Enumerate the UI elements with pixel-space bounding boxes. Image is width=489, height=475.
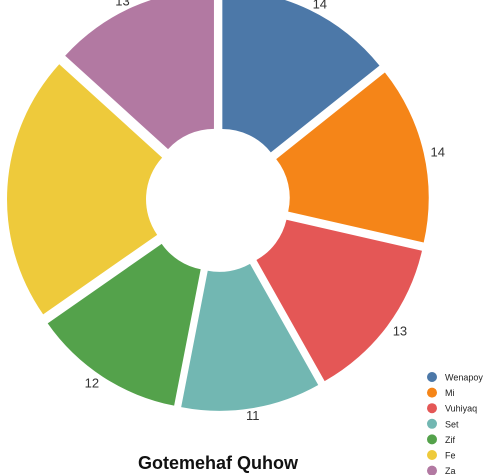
legend-swatch-set bbox=[427, 418, 437, 429]
chart-title: Gotemehaf Quhow bbox=[138, 453, 299, 473]
value-label-vuhiyaq: 13 bbox=[393, 323, 407, 338]
legend-item-set[interactable]: Set bbox=[427, 418, 459, 430]
legend-swatch-fe bbox=[427, 450, 437, 460]
value-label-wenapoy: 14 bbox=[313, 0, 327, 12]
value-labels: 14141311122113 bbox=[0, 0, 445, 423]
pie-slice-mi[interactable] bbox=[276, 72, 429, 243]
legend-label-vuhiyaq: Vuhiyaq bbox=[445, 404, 477, 414]
pie-slice-za[interactable] bbox=[65, 0, 214, 150]
legend-label-zif: Zif bbox=[445, 435, 455, 445]
legend-swatch-zif bbox=[427, 434, 437, 445]
value-label-mi: 14 bbox=[431, 144, 445, 159]
legend-item-mi[interactable]: Mi bbox=[427, 387, 455, 399]
legend-swatch-za bbox=[427, 465, 437, 475]
value-label-set: 11 bbox=[246, 408, 260, 423]
legend-label-mi: Mi bbox=[445, 388, 455, 398]
legend-item-vuhiyaq[interactable]: Vuhiyaq bbox=[427, 403, 477, 414]
value-label-za: 13 bbox=[115, 0, 129, 9]
legend-label-wenapoy: Wenapoy bbox=[445, 373, 483, 383]
legend-item-fe[interactable]: Fe bbox=[427, 450, 456, 461]
pie-slice-wenapoy[interactable] bbox=[222, 0, 380, 153]
legend-label-set: Set bbox=[445, 419, 459, 429]
value-label-zif: 12 bbox=[85, 376, 99, 391]
pie-slice-fe[interactable] bbox=[7, 64, 163, 315]
legend-label-fe: Fe bbox=[445, 451, 456, 461]
legend-label-za: Za bbox=[445, 466, 456, 475]
legend-swatch-wenapoy bbox=[427, 372, 437, 382]
legend-swatch-vuhiyaq bbox=[427, 403, 437, 414]
pie-slice-set[interactable] bbox=[181, 263, 319, 411]
legend-swatch-mi bbox=[427, 387, 437, 398]
pie-slice-zif[interactable] bbox=[47, 243, 201, 406]
legend: Wenapoy Mi Vuhiyaq Set Zif Fe Za bbox=[427, 372, 483, 475]
pie-slices bbox=[7, 0, 429, 411]
legend-item-za[interactable]: Za bbox=[427, 465, 456, 475]
legend-item-wenapoy[interactable]: Wenapoy bbox=[427, 372, 483, 383]
pie-slice-vuhiyaq[interactable] bbox=[256, 219, 422, 382]
legend-item-zif[interactable]: Zif bbox=[427, 434, 455, 445]
